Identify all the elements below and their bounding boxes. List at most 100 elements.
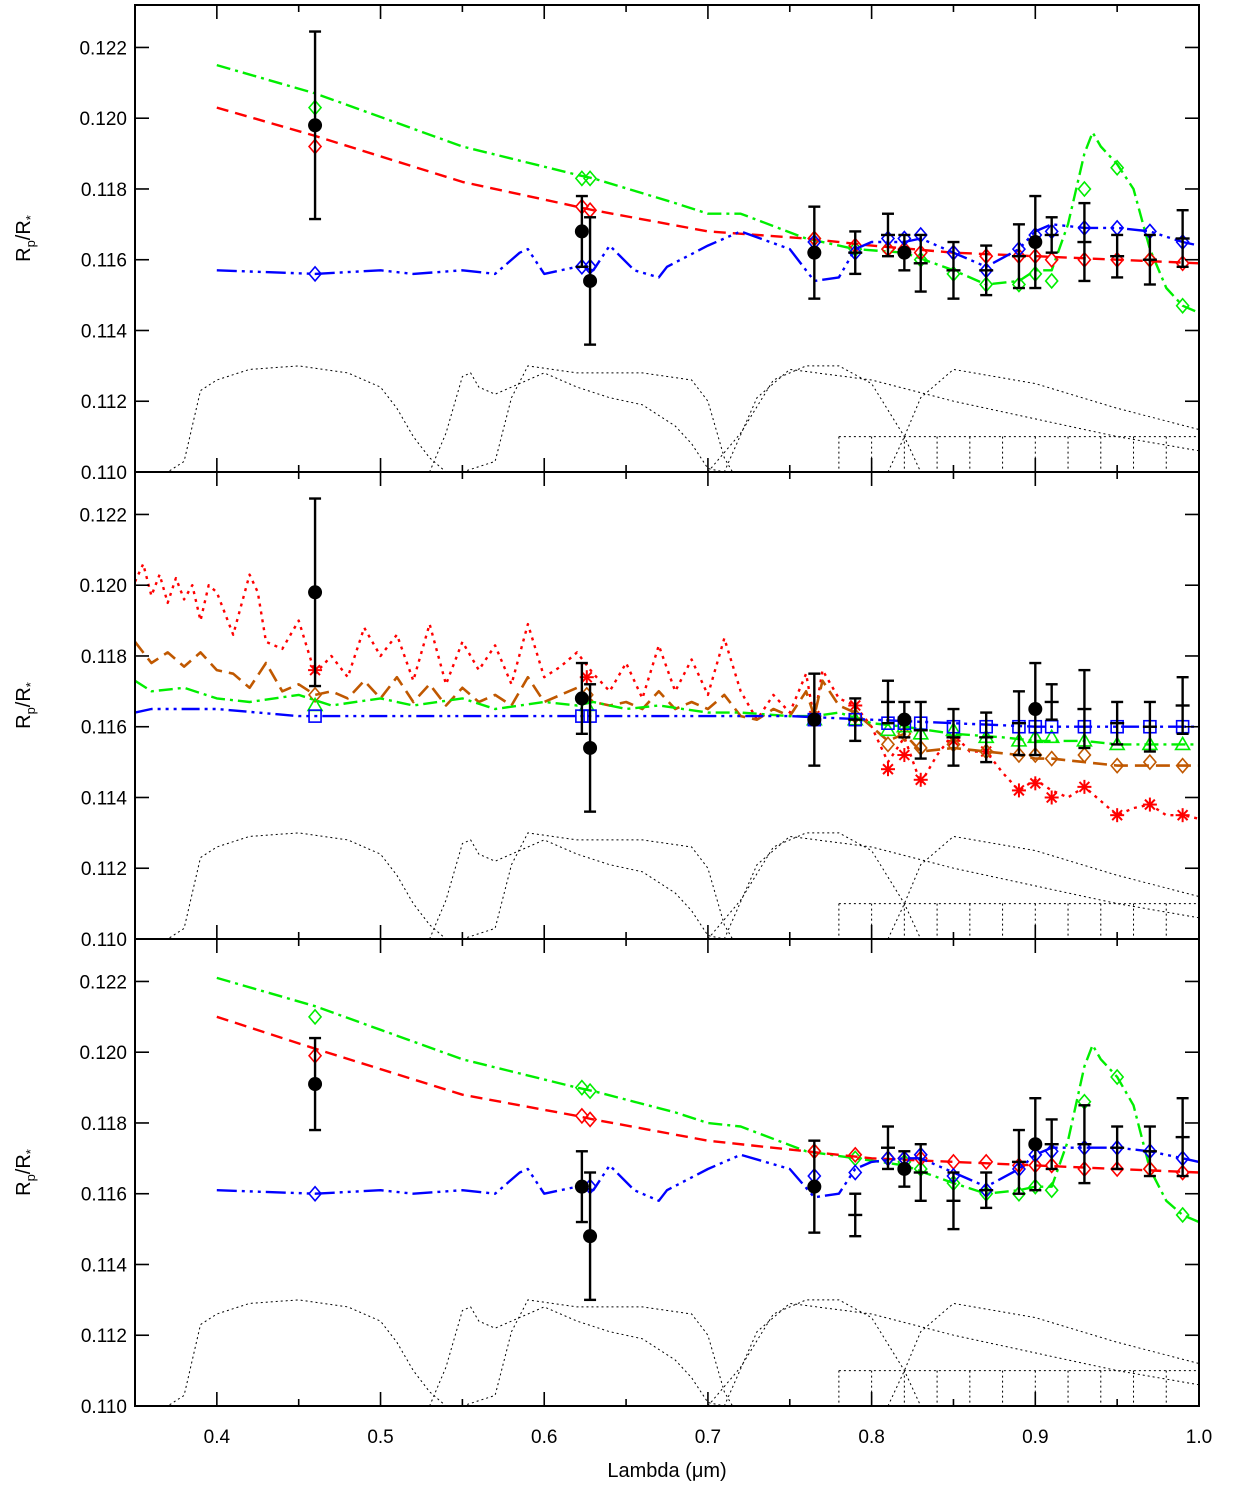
diamond-marker bbox=[1175, 1164, 1190, 1181]
panel-3: 0.110 0.112 0.114 0.116 0.118 0.120 0.122 Rp/R* bbox=[13, 938, 1200, 1418]
filter-curves bbox=[135, 365, 1200, 473]
diamond-marker bbox=[979, 1153, 994, 1171]
y-axis-title: Rp/R* bbox=[13, 1149, 38, 1196]
filter-curve bbox=[707, 365, 922, 473]
asterisk-marker bbox=[1175, 808, 1190, 823]
diamond-marker bbox=[1110, 1160, 1125, 1178]
data-point bbox=[807, 1179, 822, 1194]
data-point bbox=[807, 712, 822, 727]
diamond-marker bbox=[308, 686, 323, 704]
filter-curve bbox=[429, 839, 725, 940]
diamond-marker bbox=[1044, 1157, 1059, 1174]
diamond-marker bbox=[1110, 159, 1125, 176]
asterisk-marker bbox=[1044, 790, 1059, 805]
y-axis-title: Rp/R* bbox=[13, 215, 38, 262]
y-tick-label: 0.122 bbox=[79, 38, 127, 59]
diamond-marker bbox=[1011, 276, 1026, 293]
diamond-marker bbox=[583, 1082, 598, 1100]
diamond-marker bbox=[574, 1079, 589, 1096]
asterisk-marker bbox=[1011, 783, 1026, 798]
panel-2: 0.110 0.112 0.114 0.116 0.118 0.120 0.122 Rp/R* bbox=[13, 471, 1200, 951]
filter-curve bbox=[723, 368, 1200, 473]
asterisk-marker bbox=[897, 748, 912, 763]
filter-curves bbox=[135, 1299, 1200, 1407]
filter-curve bbox=[462, 832, 733, 940]
filter-curve bbox=[429, 1306, 725, 1407]
asterisk-stroke bbox=[1176, 809, 1189, 821]
x-tick-label: 1.0 bbox=[1186, 1427, 1212, 1448]
diamond-marker bbox=[1110, 757, 1125, 774]
data-point bbox=[574, 1179, 589, 1194]
filter-curve bbox=[462, 365, 733, 473]
asterisk-stroke bbox=[1013, 784, 1025, 797]
data-point bbox=[897, 712, 912, 727]
asterisk-stroke bbox=[882, 763, 894, 775]
asterisk-marker bbox=[1142, 797, 1157, 812]
x-tick-label: 0.5 bbox=[367, 1427, 393, 1448]
y-tick-label: 0.118 bbox=[81, 180, 127, 201]
filter-curve bbox=[135, 365, 463, 473]
asterisk-marker bbox=[880, 762, 895, 777]
diamond-marker bbox=[848, 1164, 863, 1181]
model-red bbox=[133, 562, 1200, 823]
data-point bbox=[308, 118, 323, 133]
x-tick-label: 0.4 bbox=[204, 1427, 231, 1448]
asterisk-stroke bbox=[1144, 798, 1156, 811]
asterisk-stroke bbox=[1029, 777, 1041, 789]
data-point bbox=[807, 245, 822, 260]
data-point bbox=[583, 1229, 598, 1244]
y-tick-label: 0.110 bbox=[81, 930, 127, 951]
measurements bbox=[308, 1036, 1190, 1302]
diamond-marker bbox=[1044, 1181, 1059, 1199]
y-tick-label: 0.112 bbox=[81, 392, 127, 413]
y-tick-label: 0.118 bbox=[81, 647, 127, 668]
filter-curve bbox=[707, 1299, 922, 1407]
y-tick-label: 0.116 bbox=[81, 251, 127, 272]
data-point bbox=[897, 1161, 912, 1176]
square-marker bbox=[308, 709, 322, 723]
triangle-marker bbox=[306, 696, 324, 712]
y-tick-label: 0.120 bbox=[79, 576, 127, 597]
measurements bbox=[308, 30, 1190, 346]
y-tick-label: 0.114 bbox=[81, 1255, 128, 1276]
model-line-red bbox=[133, 562, 1200, 820]
panel-1: 0.110 0.112 0.114 0.116 0.118 0.120 0.122 Rp/R* bbox=[13, 4, 1200, 484]
diamond-marker bbox=[1110, 1068, 1125, 1086]
y-tick-label: 0.110 bbox=[81, 1397, 127, 1418]
filter-curve bbox=[135, 1299, 463, 1407]
y-tick-label: 0.120 bbox=[79, 109, 127, 130]
x-tick-label: 0.9 bbox=[1022, 1427, 1048, 1448]
filter-curve bbox=[707, 832, 922, 940]
ticks bbox=[134, 5, 1200, 473]
model-line-blue bbox=[216, 223, 1200, 283]
diamond-marker bbox=[583, 1111, 598, 1128]
model-green bbox=[216, 976, 1200, 1224]
y-tick-label: 0.114 bbox=[81, 321, 128, 342]
asterisk-stroke bbox=[898, 749, 911, 761]
asterisk-stroke bbox=[1078, 781, 1091, 793]
panel-frame bbox=[134, 938, 1200, 1407]
diamond-marker bbox=[1175, 255, 1190, 272]
y-tick-label: 0.110 bbox=[81, 463, 127, 484]
y-tick-label: 0.116 bbox=[81, 1185, 127, 1206]
diamond-marker bbox=[1028, 1178, 1043, 1195]
x-tick-label: 0.6 bbox=[531, 1427, 557, 1448]
diamond-marker bbox=[1077, 746, 1092, 764]
y-tick-label: 0.116 bbox=[81, 718, 127, 739]
asterisk-stroke bbox=[915, 774, 927, 786]
y-axis-title: Rp/R* bbox=[13, 682, 38, 729]
model-line-red bbox=[216, 1015, 1200, 1174]
diamond-marker bbox=[1175, 757, 1190, 774]
data-point bbox=[583, 740, 598, 755]
y-tick-label: 0.120 bbox=[79, 1043, 127, 1064]
data-point bbox=[1028, 235, 1043, 250]
diamond-marker bbox=[1142, 753, 1157, 771]
data-point bbox=[308, 585, 323, 600]
diamond-marker bbox=[880, 736, 896, 753]
data-point bbox=[574, 691, 589, 706]
data-point bbox=[1028, 702, 1043, 717]
asterisk-marker bbox=[913, 772, 928, 787]
measurements bbox=[308, 497, 1190, 813]
filter-curve bbox=[887, 368, 1200, 473]
asterisk-marker bbox=[1077, 779, 1092, 794]
